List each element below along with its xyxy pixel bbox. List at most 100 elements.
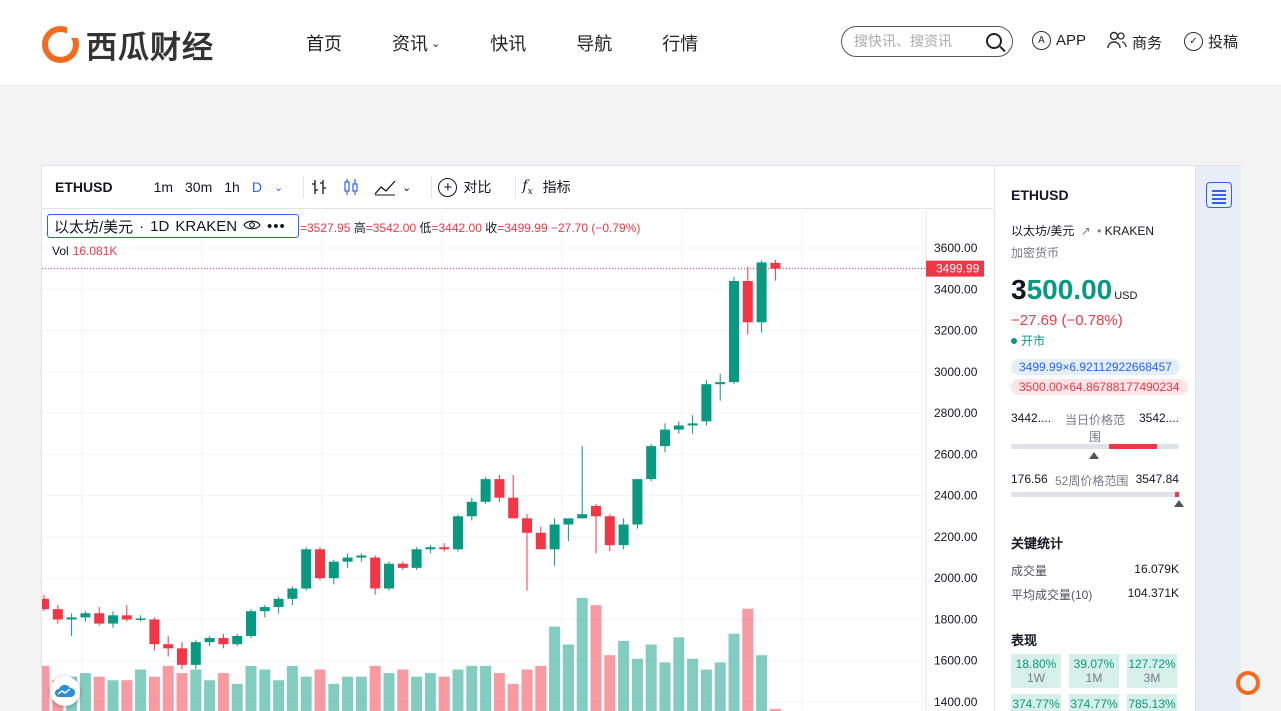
volume-bar xyxy=(121,680,133,711)
right-sidebar xyxy=(1195,166,1241,711)
external-link-icon[interactable]: ↗ xyxy=(1080,224,1091,238)
price-first-digit: 3 xyxy=(1011,274,1027,305)
candlestick-chart[interactable]: 1400.00 1600.00 1800.00 2000.00 2200.00 2400.… xyxy=(42,210,993,711)
volume-bar xyxy=(480,665,492,711)
performance-heading: 表现 xyxy=(1011,633,1038,648)
perf-cell[interactable]: 374.77% xyxy=(1069,694,1119,711)
chevron-down-icon: ⌄ xyxy=(431,37,441,50)
search-input[interactable] xyxy=(854,33,979,49)
candle-body xyxy=(301,549,312,589)
nav-label: 行情 xyxy=(662,34,699,54)
candle-body xyxy=(742,281,753,323)
candle-body xyxy=(439,547,450,550)
perf-cell[interactable]: 18.80% 1W xyxy=(1011,654,1061,688)
volume-bar xyxy=(369,665,381,711)
perf-value: 18.80% xyxy=(1015,657,1057,671)
logo-text: 西瓜财经 xyxy=(86,30,214,65)
nav-label: 资讯 xyxy=(392,34,428,54)
volume-bar xyxy=(700,669,712,711)
avg-volume-label: 平均成交量(10) xyxy=(1011,588,1093,602)
chart-area[interactable]: 1400.00 1600.00 1800.00 2000.00 2200.00 2400.… xyxy=(42,210,993,711)
interval-1h[interactable]: 1h xyxy=(224,179,240,195)
candle-body xyxy=(177,648,187,665)
more-dots-icon[interactable]: ••• xyxy=(267,217,286,235)
candle-body xyxy=(42,598,49,610)
wk-low: 176.56 xyxy=(1011,472,1048,486)
candle-body xyxy=(121,615,132,620)
week52-range-bar xyxy=(1011,492,1179,497)
app-link[interactable]: A APP xyxy=(1032,31,1086,50)
candle-body xyxy=(632,479,643,525)
interval-dropdown-icon[interactable]: ⌄ xyxy=(273,181,284,194)
candle-body xyxy=(149,619,160,645)
panel-change: −27.69 (−0.78%) xyxy=(1011,312,1123,329)
candle-body xyxy=(660,429,670,447)
price-tick-label: 1400.00 xyxy=(934,695,978,709)
volume-bar xyxy=(273,680,285,711)
symbol-legend[interactable]: 以太坊/美元 · 1D KRAKEN ••• xyxy=(47,214,299,238)
panel-name[interactable]: 以太坊/美元 xyxy=(1011,224,1075,238)
candle-body xyxy=(701,384,712,422)
volume-bar xyxy=(355,676,367,711)
area-style-icon[interactable] xyxy=(374,178,396,196)
volume-bar xyxy=(383,673,395,711)
interval-30m[interactable]: 30m xyxy=(185,179,213,195)
candle-body xyxy=(687,423,698,426)
compare-label: 对比 xyxy=(463,179,492,195)
day-low: 3442.... xyxy=(1011,411,1052,425)
close-value: =3499.99 xyxy=(497,221,548,235)
panel-symbol[interactable]: ETHUSD xyxy=(1011,187,1069,203)
interval-d[interactable]: D xyxy=(251,179,262,195)
toolbar-symbol[interactable]: ETHUSD xyxy=(55,179,113,195)
wk-high: 3547.84 xyxy=(1135,472,1179,486)
volume-bar xyxy=(411,676,423,711)
nav-item-guide[interactable]: 导航 xyxy=(576,30,612,56)
volume-bar xyxy=(148,676,160,711)
candle-body xyxy=(94,613,105,624)
submit-link[interactable]: ✓ 投稿 xyxy=(1184,31,1238,52)
candle-body xyxy=(163,644,174,649)
nav-item-news[interactable]: 资讯 ⌄ xyxy=(392,30,440,56)
nav-item-flash[interactable]: 快讯 xyxy=(490,30,526,56)
perf-cell[interactable]: 785.13% xyxy=(1127,694,1177,711)
nav-item-market[interactable]: 行情 xyxy=(662,30,698,56)
cloud-icon[interactable] xyxy=(50,676,80,706)
perf-cell[interactable]: 374.77% xyxy=(1011,694,1061,711)
eye-icon[interactable] xyxy=(243,218,261,235)
price-tick-label: 3000.00 xyxy=(934,365,978,379)
volume-bar xyxy=(466,665,478,711)
interval-1m[interactable]: 1m xyxy=(153,179,174,195)
candle-body xyxy=(494,479,505,498)
business-link[interactable]: 商务 xyxy=(1107,31,1162,53)
watchlist-menu-icon[interactable] xyxy=(1206,182,1232,208)
legend-dot: · xyxy=(139,217,145,235)
candle-body xyxy=(370,557,381,589)
candle-body xyxy=(52,609,63,620)
compare-button[interactable]: + 对比 xyxy=(438,177,491,197)
candle-style-icon[interactable] xyxy=(342,178,360,196)
perf-cell[interactable]: 127.72% 3M xyxy=(1127,654,1177,688)
day-range-fill xyxy=(1109,444,1157,449)
candle-body xyxy=(577,514,588,519)
indicators-button[interactable]: fx 指标 xyxy=(522,177,570,197)
perf-value: 39.07% xyxy=(1073,657,1115,671)
bar-style-icon[interactable] xyxy=(310,178,328,196)
legend-name: 以太坊/美元 xyxy=(54,218,134,236)
price-tick-label: 2200.00 xyxy=(934,530,978,544)
price-tick-label: 3600.00 xyxy=(934,241,978,255)
volume-bar xyxy=(342,676,354,711)
perf-cell[interactable]: 39.07% 1M xyxy=(1069,654,1119,688)
nav-item-home[interactable]: 首页 xyxy=(306,30,342,56)
site-logo[interactable]: 西瓜财经 xyxy=(42,22,214,67)
volume-bar xyxy=(659,662,671,711)
status-label: 开市 xyxy=(1021,334,1046,348)
candle-body xyxy=(135,618,146,620)
status-dot-icon xyxy=(1011,337,1017,344)
business-label: 商务 xyxy=(1132,34,1163,52)
perf-value: 127.72% xyxy=(1128,657,1176,671)
chart-type-dropdown-icon[interactable]: ⌄ xyxy=(402,181,412,194)
toolbar-divider xyxy=(303,176,305,198)
high-value: =3542.00 xyxy=(365,221,417,235)
floating-logo-icon[interactable] xyxy=(1236,671,1260,695)
search-icon[interactable] xyxy=(986,33,1002,49)
